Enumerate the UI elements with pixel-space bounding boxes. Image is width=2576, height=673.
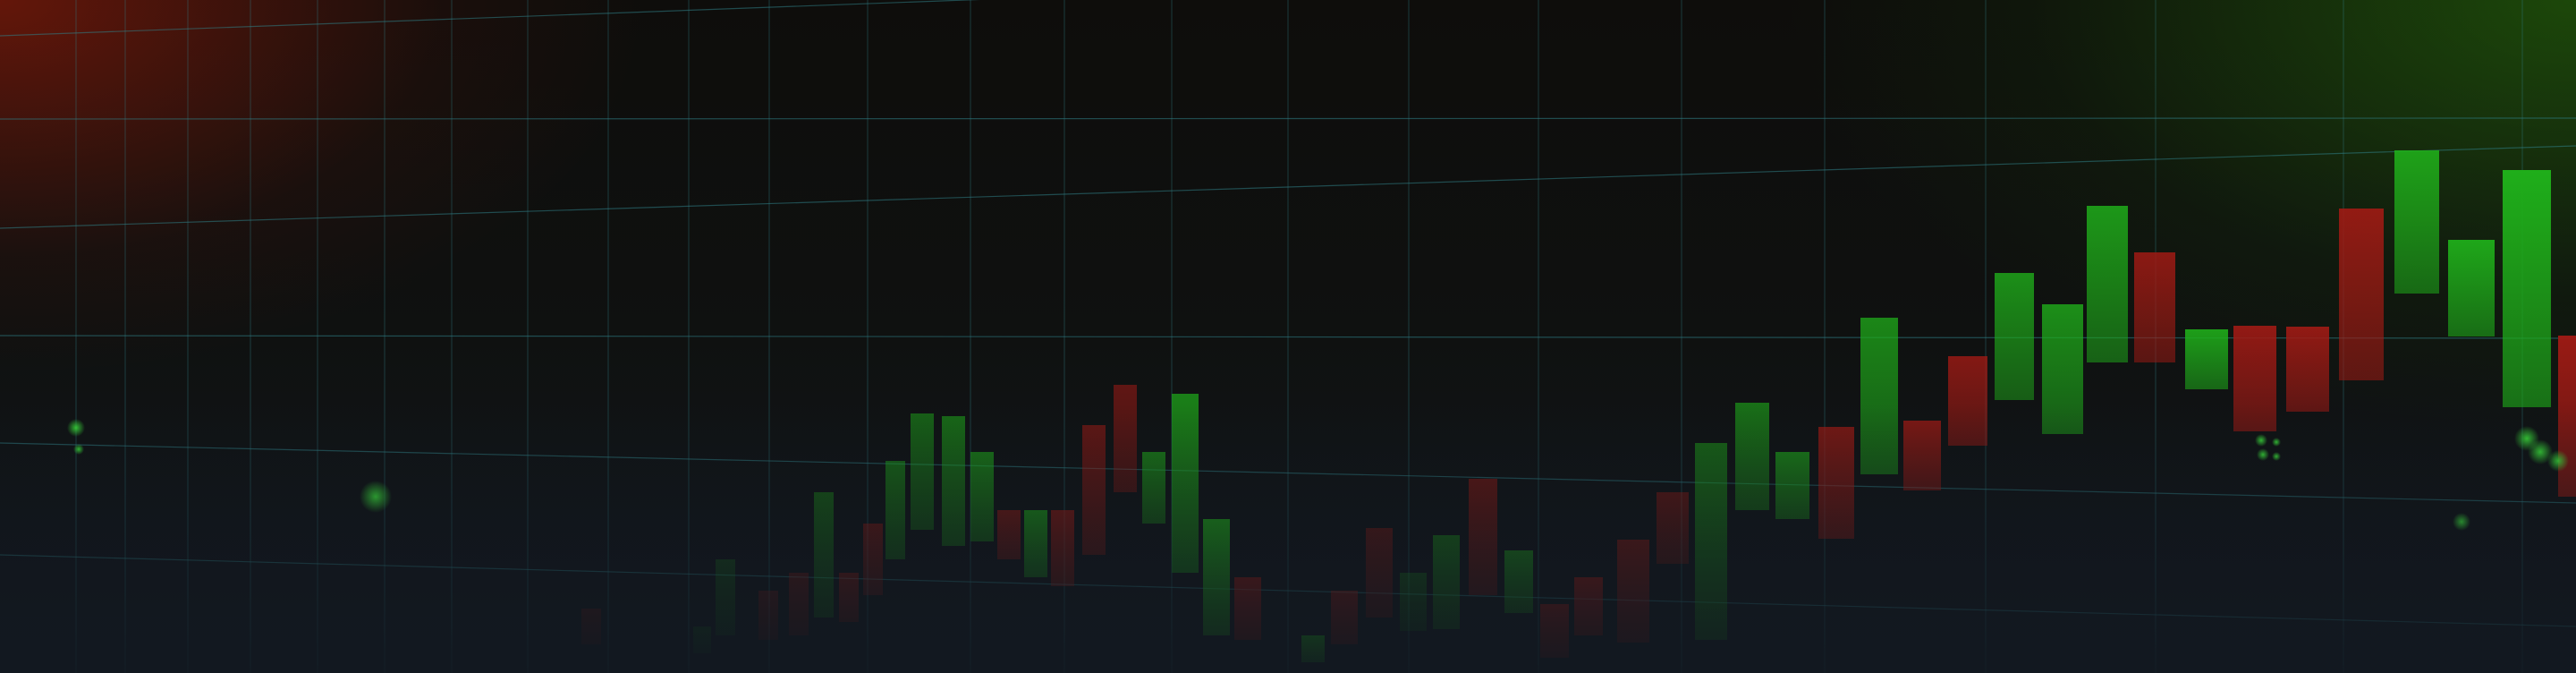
glow-particle: [2255, 434, 2267, 447]
glow-particle: [2257, 448, 2269, 461]
glow-particle: [360, 481, 392, 513]
glow-particle: [2272, 452, 2281, 461]
glow-particle: [67, 419, 85, 437]
glow-particle: [73, 444, 84, 455]
glow-particle: [2453, 513, 2470, 531]
glow-particle: [2272, 438, 2281, 447]
glow-particle: [2547, 450, 2569, 472]
